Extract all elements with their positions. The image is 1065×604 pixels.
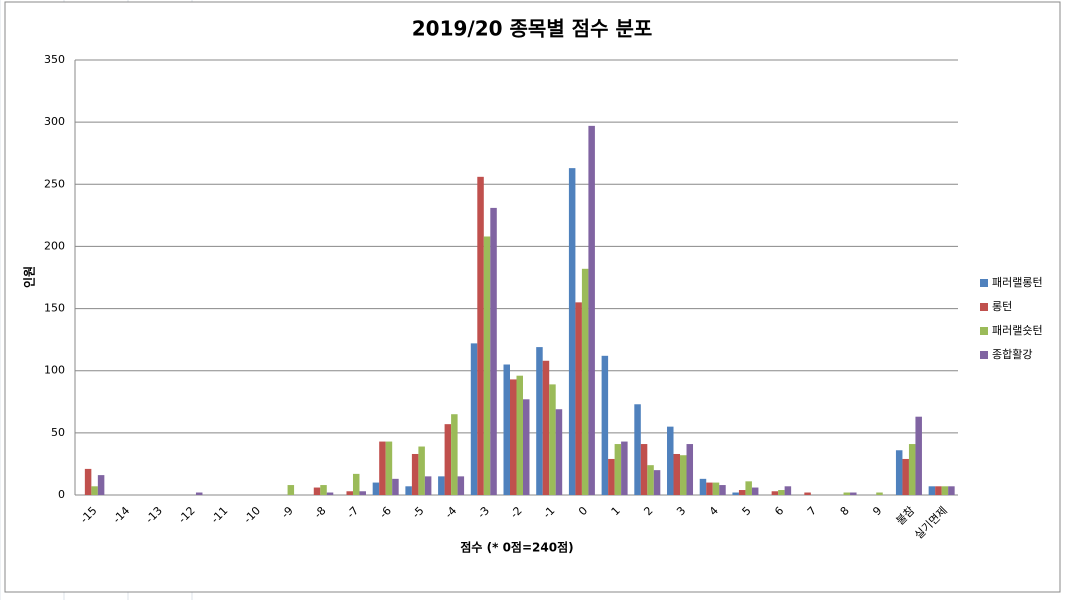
- bar: [935, 486, 942, 495]
- bar: [850, 492, 857, 495]
- bar: [667, 426, 674, 495]
- bar: [503, 364, 510, 495]
- bar: [575, 302, 582, 495]
- bar: [680, 455, 687, 495]
- bar: [902, 458, 909, 495]
- chart-area: [4, 1, 1061, 593]
- y-tick-label: 200: [44, 239, 65, 252]
- bar: [313, 487, 321, 495]
- bar: [614, 444, 622, 495]
- bar: [771, 491, 779, 495]
- bar: [84, 468, 92, 495]
- bar: [326, 492, 334, 495]
- legend-marker: [980, 303, 988, 311]
- bar: [732, 492, 739, 495]
- bar: [470, 343, 478, 495]
- bar: [634, 404, 641, 495]
- bar: [915, 416, 922, 495]
- bar: [418, 446, 425, 495]
- bar: [647, 465, 654, 495]
- legend-marker: [980, 351, 988, 359]
- bar: [608, 458, 615, 495]
- bar: [451, 414, 458, 495]
- y-tick-label: 50: [51, 426, 65, 439]
- bar: [483, 236, 491, 495]
- bar: [712, 482, 720, 495]
- bar: [804, 492, 811, 495]
- bar: [523, 399, 530, 495]
- bar: [477, 176, 484, 496]
- bar: [699, 478, 707, 495]
- bar: [673, 453, 681, 495]
- bar: [941, 486, 949, 495]
- bar: [706, 482, 713, 495]
- bar: [784, 486, 792, 495]
- bar: [908, 444, 916, 495]
- legend-label: 패러랠숏턴: [992, 324, 1043, 337]
- bar: [195, 492, 203, 495]
- legend-marker: [980, 279, 988, 287]
- bar: [843, 492, 851, 495]
- bar: [490, 207, 497, 495]
- y-tick-label: 0: [58, 488, 65, 501]
- bar: [601, 355, 609, 495]
- bar: [424, 476, 432, 495]
- y-tick-label: 150: [44, 302, 65, 315]
- bar: [948, 486, 955, 495]
- legend-label: 롱턴: [992, 300, 1012, 313]
- bar: [653, 470, 661, 495]
- bar: [581, 268, 589, 495]
- bar: [738, 490, 746, 495]
- bar: [536, 347, 543, 495]
- bar: [91, 486, 98, 495]
- bar: [516, 375, 523, 495]
- x-axis-label: 점수 (* 0점=240점): [460, 540, 573, 555]
- bar: [876, 492, 883, 495]
- bar: [549, 384, 556, 495]
- bar: [568, 168, 576, 495]
- bar: [621, 441, 628, 495]
- bar: [745, 481, 752, 495]
- bar: [438, 476, 445, 495]
- bar: [97, 475, 105, 495]
- y-tick-label: 300: [44, 115, 65, 128]
- y-tick-label: 350: [44, 53, 65, 66]
- bar: [555, 409, 563, 495]
- bar: [928, 486, 936, 495]
- bar: [588, 125, 595, 495]
- bar: [751, 487, 759, 495]
- chart-title: 2019/20 종목별 점수 분포: [412, 17, 653, 41]
- bar: [405, 486, 412, 495]
- bar: [719, 485, 726, 495]
- bar: [778, 490, 785, 495]
- bar: [359, 491, 366, 495]
- bar: [372, 482, 380, 495]
- bar: [379, 441, 386, 495]
- bar: [510, 379, 517, 495]
- bar: [352, 473, 360, 495]
- bar: [346, 491, 353, 495]
- bar: [320, 485, 327, 495]
- bar: [542, 360, 550, 495]
- bar: [640, 444, 648, 495]
- bar: [686, 444, 694, 495]
- bar: [411, 453, 419, 495]
- legend-label: 패러랠롱턴: [992, 276, 1043, 289]
- bar: [385, 441, 393, 495]
- legend-marker: [980, 327, 988, 335]
- y-axis-label: 인원: [22, 266, 37, 288]
- bar: [444, 424, 452, 495]
- legend-label: 종합활강: [992, 347, 1032, 361]
- bar: [392, 478, 399, 495]
- bar: [287, 485, 295, 495]
- y-tick-label: 100: [44, 364, 65, 377]
- bar: [895, 450, 903, 495]
- bar: [457, 476, 465, 495]
- y-tick-label: 250: [44, 177, 65, 190]
